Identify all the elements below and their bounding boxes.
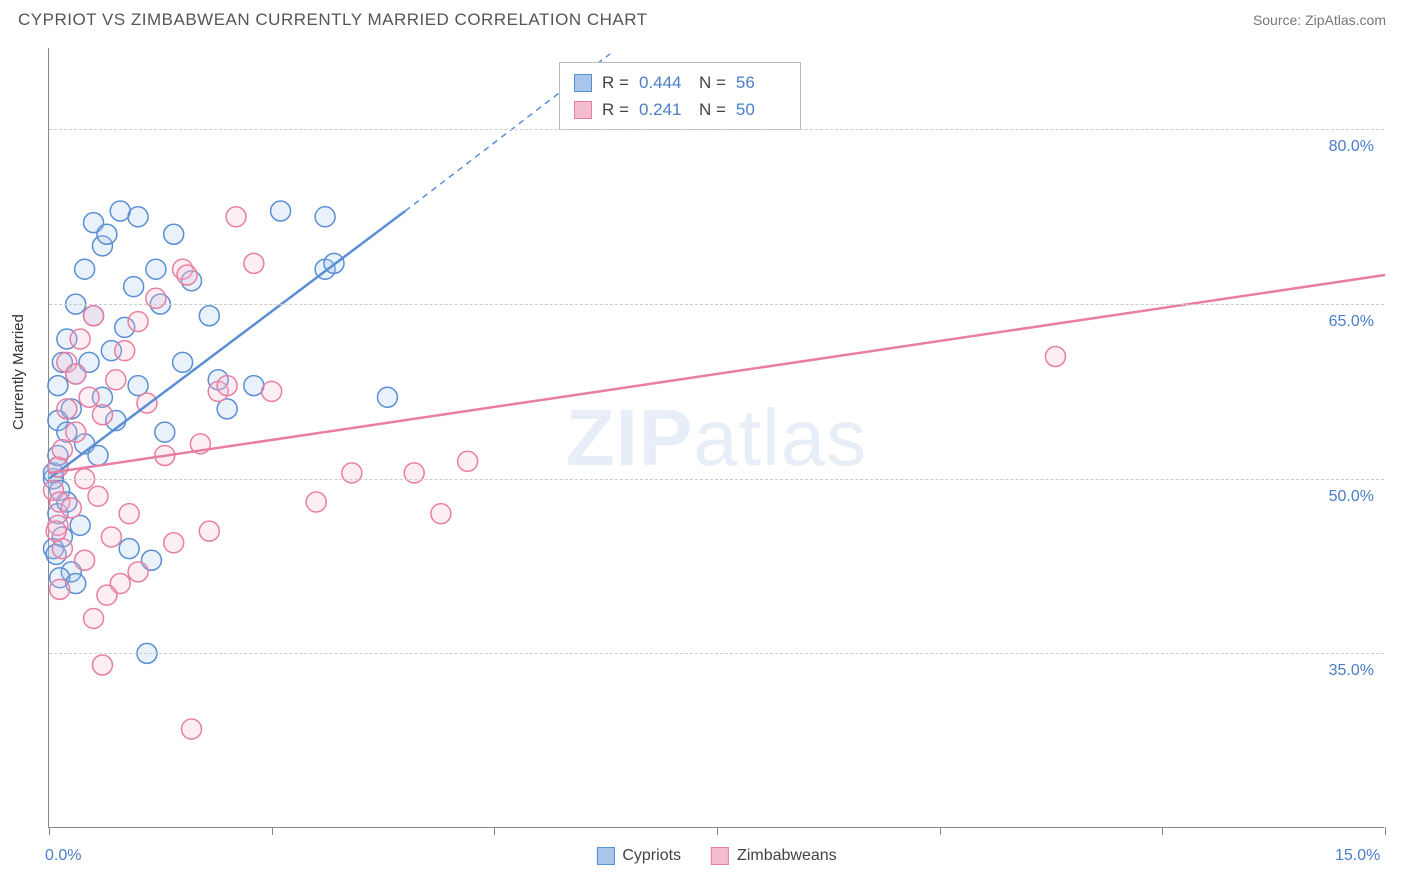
x-tick bbox=[1385, 827, 1386, 835]
legend-row: R = 0.444 N = 56 bbox=[574, 69, 786, 96]
data-point bbox=[173, 352, 193, 372]
data-point bbox=[315, 207, 335, 227]
data-point bbox=[244, 253, 264, 273]
data-point bbox=[92, 405, 112, 425]
x-tick-label: 15.0% bbox=[1335, 847, 1380, 865]
legend-swatch bbox=[711, 847, 729, 865]
data-point bbox=[177, 265, 197, 285]
data-point bbox=[70, 329, 90, 349]
data-point bbox=[46, 521, 66, 541]
y-tick-label: 35.0% bbox=[1329, 662, 1374, 680]
data-point bbox=[306, 492, 326, 512]
data-point bbox=[128, 207, 148, 227]
x-tick bbox=[1162, 827, 1163, 835]
gridline bbox=[49, 129, 1384, 130]
data-point bbox=[110, 201, 130, 221]
data-point bbox=[75, 259, 95, 279]
data-point bbox=[79, 387, 99, 407]
data-point bbox=[146, 259, 166, 279]
x-tick bbox=[940, 827, 941, 835]
legend-series-name: Zimbabweans bbox=[737, 847, 837, 865]
legend-item: Cypriots bbox=[596, 847, 681, 865]
legend-r-value: 0.444 bbox=[639, 69, 689, 96]
chart-header: CYPRIOT VS ZIMBABWEAN CURRENTLY MARRIED … bbox=[0, 0, 1406, 38]
chart-source: Source: ZipAtlas.com bbox=[1253, 12, 1386, 28]
data-point bbox=[84, 306, 104, 326]
series-legend: Cypriots Zimbabweans bbox=[596, 847, 836, 865]
data-point bbox=[458, 451, 478, 471]
legend-r-label: R = bbox=[602, 69, 629, 96]
data-point bbox=[119, 504, 139, 524]
data-point bbox=[101, 527, 121, 547]
data-point bbox=[164, 533, 184, 553]
data-point bbox=[217, 376, 237, 396]
data-point bbox=[124, 277, 144, 297]
data-point bbox=[199, 521, 219, 541]
y-axis-label: Currently Married bbox=[10, 314, 27, 430]
legend-r-label: R = bbox=[602, 96, 629, 123]
data-point bbox=[84, 608, 104, 628]
legend-r-value: 0.241 bbox=[639, 96, 689, 123]
data-point bbox=[88, 486, 108, 506]
data-point bbox=[119, 539, 139, 559]
data-point bbox=[57, 399, 77, 419]
x-tick bbox=[494, 827, 495, 835]
chart-title: CYPRIOT VS ZIMBABWEAN CURRENTLY MARRIED … bbox=[18, 10, 648, 30]
data-point bbox=[199, 306, 219, 326]
legend-series-name: Cypriots bbox=[622, 847, 681, 865]
legend-n-label: N = bbox=[699, 69, 726, 96]
data-point bbox=[155, 422, 175, 442]
data-point bbox=[115, 341, 135, 361]
x-tick bbox=[272, 827, 273, 835]
data-point bbox=[128, 562, 148, 582]
data-point bbox=[75, 550, 95, 570]
data-point bbox=[271, 201, 291, 221]
scatter-svg bbox=[49, 48, 1384, 827]
data-point bbox=[66, 422, 86, 442]
data-point bbox=[431, 504, 451, 524]
y-tick-label: 80.0% bbox=[1329, 138, 1374, 156]
legend-item: Zimbabweans bbox=[711, 847, 837, 865]
data-point bbox=[66, 364, 86, 384]
data-point bbox=[52, 440, 72, 460]
data-point bbox=[1045, 347, 1065, 367]
data-point bbox=[97, 585, 117, 605]
data-point bbox=[48, 376, 68, 396]
x-tick bbox=[717, 827, 718, 835]
legend-swatch bbox=[574, 74, 592, 92]
data-point bbox=[244, 376, 264, 396]
data-point bbox=[106, 370, 126, 390]
data-point bbox=[182, 719, 202, 739]
data-point bbox=[92, 655, 112, 675]
legend-n-value: 56 bbox=[736, 69, 786, 96]
legend-swatch bbox=[574, 101, 592, 119]
gridline bbox=[49, 304, 1384, 305]
data-point bbox=[61, 498, 81, 518]
legend-n-value: 50 bbox=[736, 96, 786, 123]
x-tick bbox=[49, 827, 50, 835]
y-tick-label: 50.0% bbox=[1329, 488, 1374, 506]
data-point bbox=[226, 207, 246, 227]
legend-row: R = 0.241 N = 50 bbox=[574, 96, 786, 123]
data-point bbox=[97, 224, 117, 244]
data-point bbox=[128, 312, 148, 332]
plot-area: ZIPatlas R =0.444N =56R =0.241N =50 Cypr… bbox=[48, 48, 1384, 828]
legend-swatch bbox=[596, 847, 614, 865]
data-point bbox=[262, 381, 282, 401]
data-point bbox=[50, 579, 70, 599]
y-tick-label: 65.0% bbox=[1329, 313, 1374, 331]
data-point bbox=[164, 224, 184, 244]
x-tick-label: 0.0% bbox=[45, 847, 81, 865]
gridline bbox=[49, 479, 1384, 480]
data-point bbox=[377, 387, 397, 407]
correlation-legend: R = 0.444 N = 56 R = 0.241 N = 50 bbox=[559, 62, 801, 130]
data-point bbox=[146, 288, 166, 308]
data-point bbox=[404, 463, 424, 483]
legend-n-label: N = bbox=[699, 96, 726, 123]
data-point bbox=[342, 463, 362, 483]
gridline bbox=[49, 653, 1384, 654]
